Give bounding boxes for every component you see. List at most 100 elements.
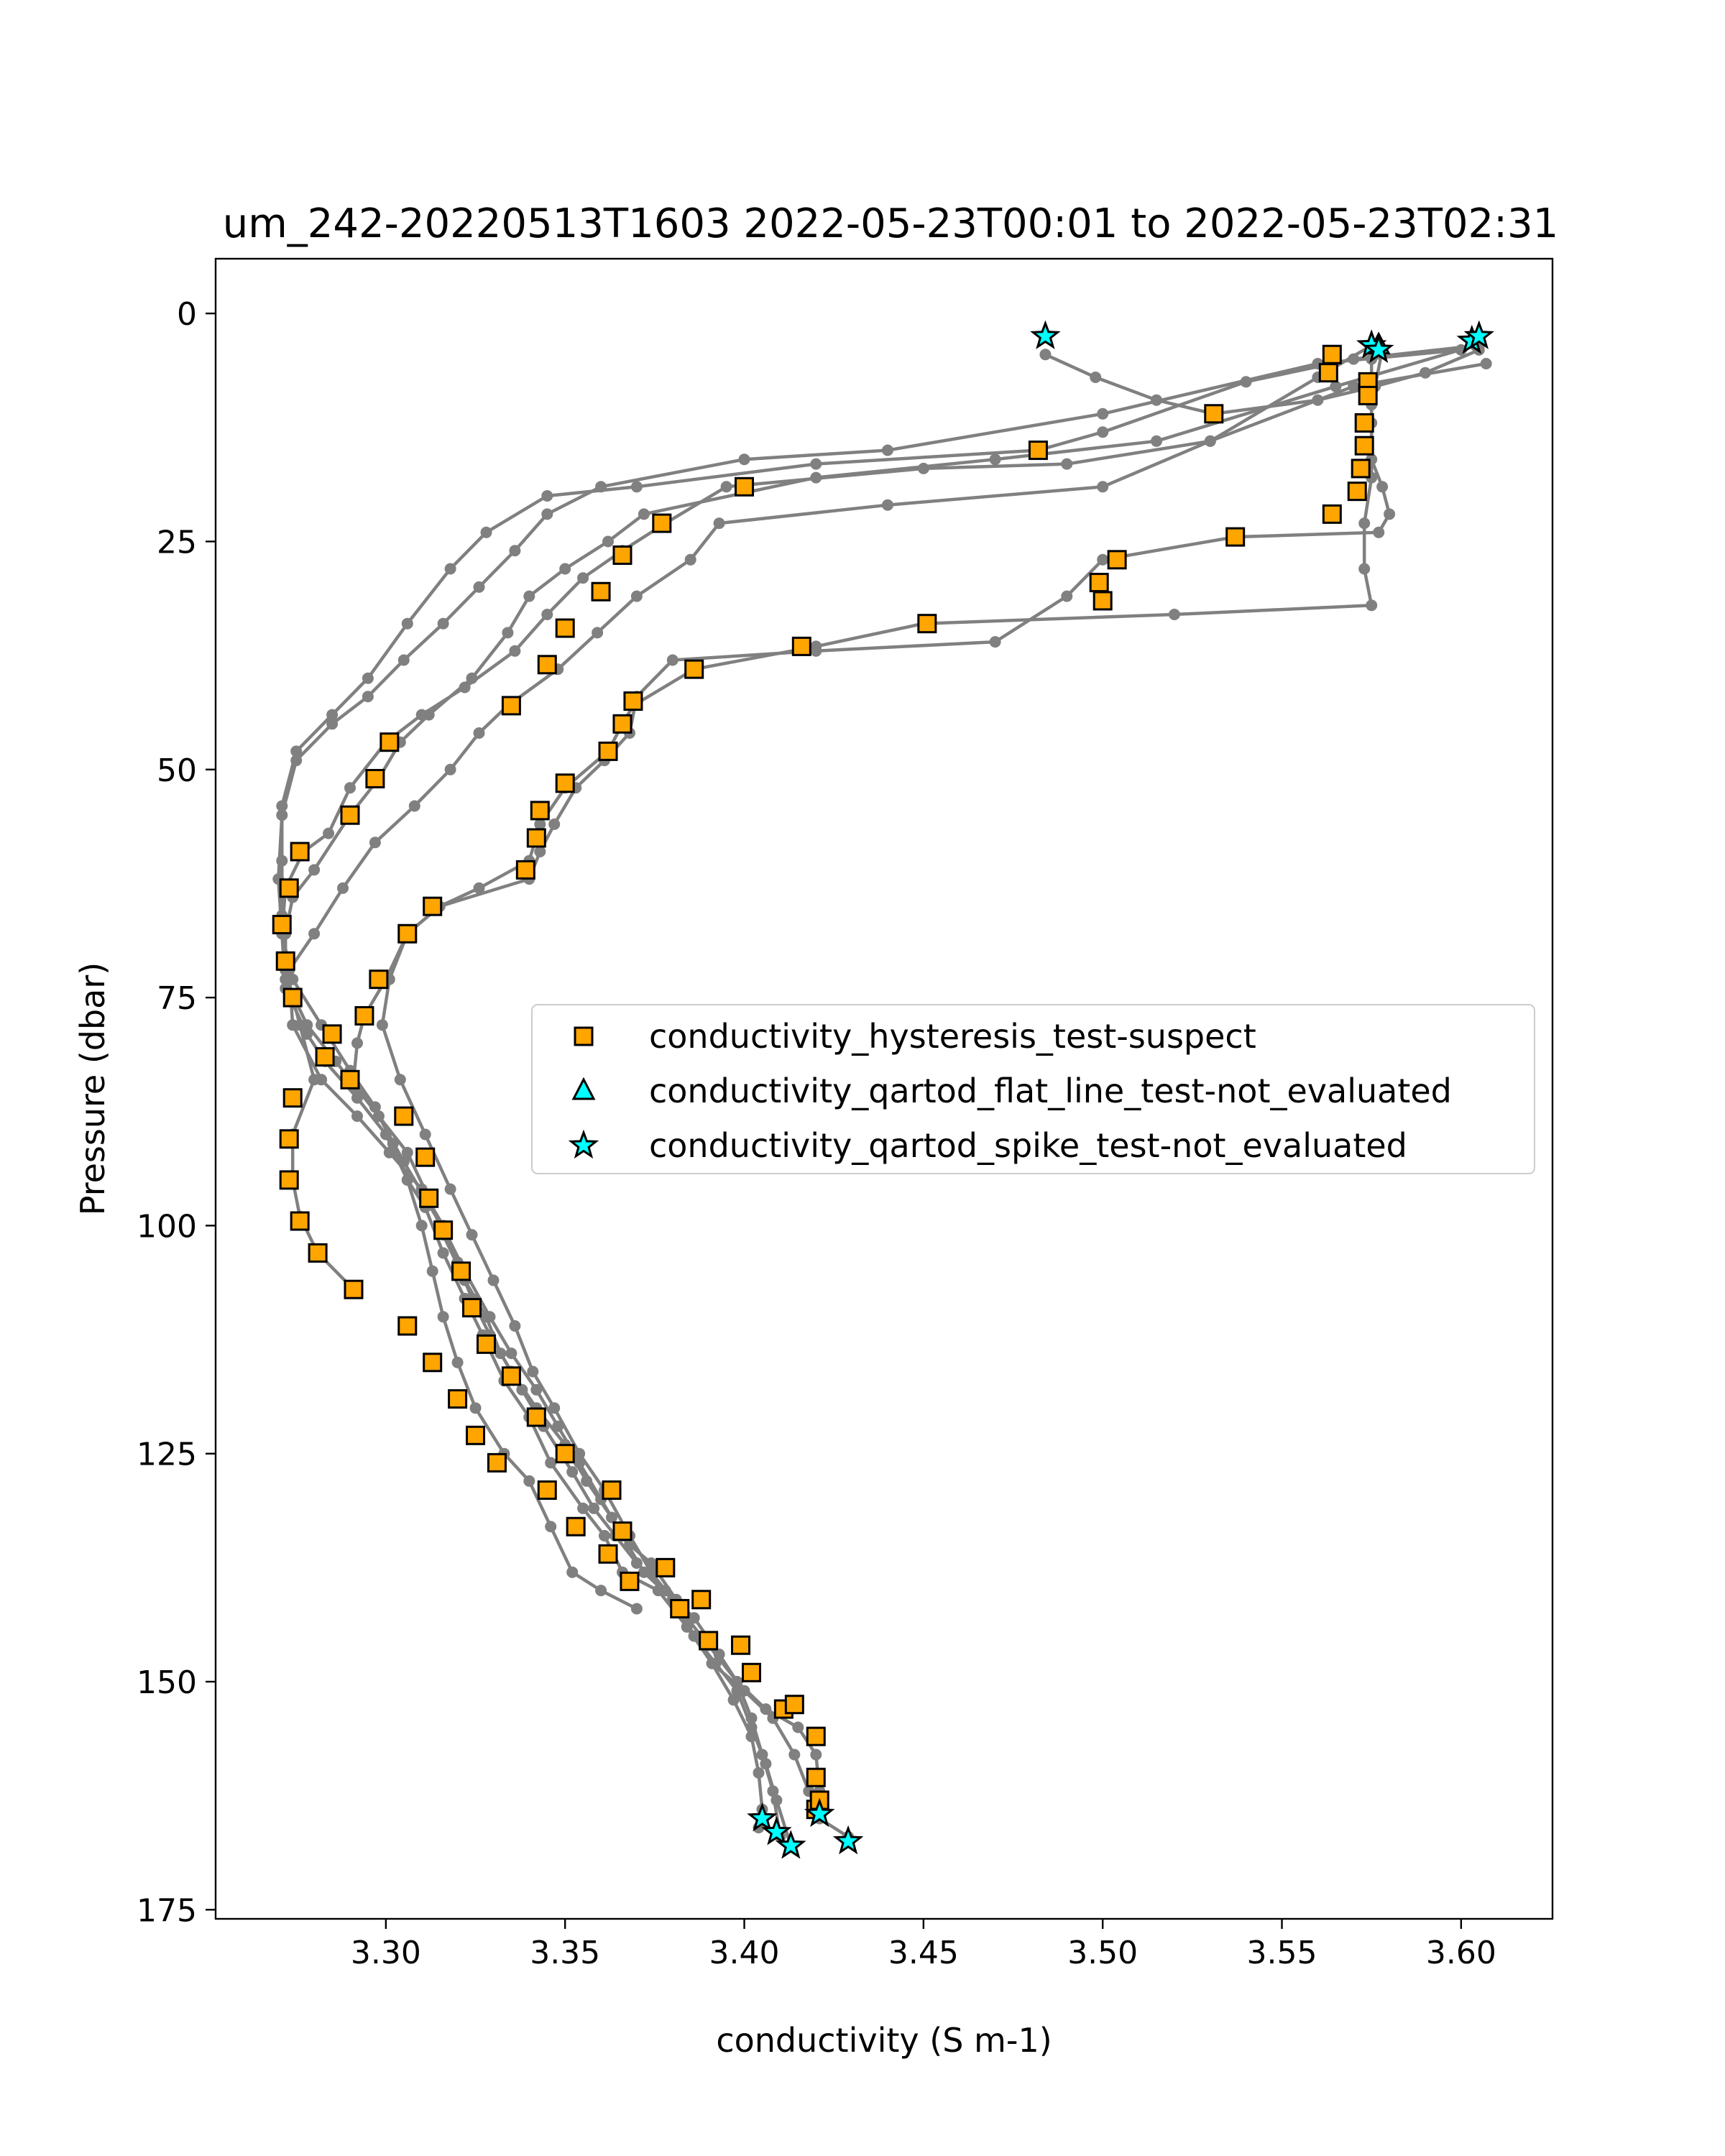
- suspect-marker: [670, 1598, 690, 1618]
- data-point: [527, 1365, 539, 1378]
- data-point: [459, 681, 471, 694]
- suspect-marker: [526, 1407, 546, 1427]
- data-point: [1384, 508, 1396, 520]
- data-point: [437, 1247, 449, 1259]
- y-tick-label: 150: [137, 1664, 197, 1701]
- data-point: [638, 508, 650, 520]
- suspect-marker: [537, 1480, 557, 1500]
- suspect-marker: [656, 1557, 676, 1577]
- data-point: [1373, 526, 1385, 538]
- legend-label: conductivity_qartod_flat_line_test-not_e…: [649, 1072, 1452, 1110]
- suspect-marker: [433, 1220, 454, 1240]
- suspect-marker: [487, 1452, 507, 1473]
- data-point: [810, 471, 822, 484]
- data-point: [595, 1585, 607, 1597]
- data-point: [588, 1502, 600, 1514]
- data-point: [308, 928, 321, 940]
- data-point: [1061, 458, 1073, 470]
- data-point: [1376, 481, 1389, 493]
- suspect-marker: [340, 1069, 360, 1089]
- suspect-marker: [290, 1211, 310, 1231]
- suspect-marker: [917, 614, 937, 634]
- data-point: [290, 745, 303, 757]
- suspect-marker: [476, 1334, 496, 1354]
- suspect-marker: [620, 1571, 640, 1591]
- data-point: [684, 553, 696, 566]
- suspect-marker: [791, 636, 811, 656]
- suspect-marker: [1028, 441, 1048, 461]
- legend: conductivity_hysteresis_test-suspectcond…: [531, 1004, 1535, 1174]
- data-point: [444, 1183, 456, 1195]
- suspect-marker: [1358, 385, 1378, 405]
- data-point: [397, 654, 410, 666]
- data-point: [731, 1676, 743, 1687]
- x-tick-label: 3.60: [1426, 1935, 1496, 1971]
- data-point: [466, 1229, 478, 1241]
- data-point: [473, 727, 485, 739]
- data-point: [469, 1402, 482, 1414]
- x-tick-label: 3.35: [530, 1935, 600, 1971]
- suspect-marker: [315, 1047, 335, 1067]
- data-point: [574, 1447, 586, 1460]
- suspect-marker: [354, 1005, 374, 1026]
- suspect-marker: [598, 1544, 618, 1564]
- suspect-marker: [365, 768, 385, 788]
- suspect-marker: [501, 1366, 521, 1386]
- x-tick-label: 3.55: [1247, 1935, 1317, 1971]
- data-point: [415, 1220, 428, 1232]
- suspect-marker: [1092, 591, 1113, 611]
- data-point: [666, 654, 678, 666]
- suspect-marker: [448, 1389, 468, 1409]
- data-point: [738, 453, 750, 466]
- data-point: [552, 1420, 564, 1432]
- data-point: [1151, 435, 1162, 447]
- data-point: [1358, 517, 1371, 530]
- data-point: [1097, 407, 1109, 420]
- data-point: [473, 581, 485, 593]
- data-point: [487, 1274, 500, 1286]
- data-point: [645, 1566, 657, 1578]
- data-point: [534, 818, 546, 830]
- data-point: [548, 1402, 561, 1414]
- data-point: [599, 1529, 610, 1542]
- data-point: [745, 1721, 758, 1733]
- suspect-marker: [602, 1480, 622, 1500]
- data-point: [810, 1749, 822, 1761]
- data-point: [423, 709, 435, 721]
- x-tick-label: 3.50: [1067, 1935, 1138, 1971]
- y-tick-label: 175: [137, 1892, 197, 1929]
- data-point: [770, 1795, 783, 1806]
- data-point: [505, 1348, 518, 1360]
- data-point: [369, 837, 381, 849]
- suspect-marker: [699, 1631, 719, 1651]
- data-point: [290, 755, 303, 767]
- data-point: [706, 1657, 718, 1669]
- legend-frame: [531, 1004, 1535, 1174]
- suspect-marker: [1204, 404, 1224, 424]
- suspect-marker: [526, 828, 546, 848]
- suspect-marker: [612, 714, 632, 734]
- suspect-marker: [1351, 459, 1371, 479]
- data-point: [509, 645, 521, 657]
- data-point: [1330, 380, 1342, 392]
- data-point: [509, 1320, 521, 1332]
- suspect-marker: [394, 1106, 414, 1126]
- data-point: [351, 1110, 363, 1123]
- suspect-marker: [290, 842, 310, 862]
- suspect-marker: [598, 741, 618, 761]
- profile-line: [277, 348, 1462, 1611]
- data-point: [792, 1721, 804, 1733]
- data-point: [602, 535, 614, 548]
- y-tick-label: 100: [137, 1208, 197, 1245]
- profile-line: [1044, 348, 1480, 416]
- data-point: [548, 818, 561, 830]
- suspect-marker: [282, 1088, 303, 1108]
- suspect-marker: [1322, 344, 1342, 364]
- data-point: [727, 1694, 740, 1706]
- suspect-marker: [806, 1767, 826, 1787]
- suspect-marker: [1089, 573, 1109, 593]
- data-point: [810, 458, 822, 470]
- suspect-marker: [397, 923, 418, 944]
- data-point: [276, 809, 288, 821]
- data-point: [337, 882, 349, 894]
